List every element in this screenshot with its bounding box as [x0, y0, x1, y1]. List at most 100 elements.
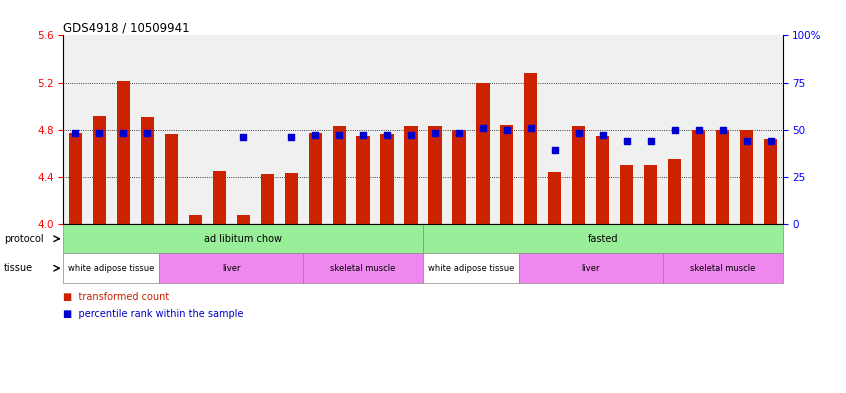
Bar [525, 73, 537, 224]
Bar [662, 35, 687, 224]
Point [692, 127, 706, 133]
Bar [87, 35, 112, 224]
Point [500, 127, 514, 133]
Bar [543, 35, 567, 224]
Text: tissue: tissue [4, 263, 33, 273]
Text: protocol: protocol [4, 234, 44, 244]
Bar [189, 215, 202, 224]
Bar [303, 35, 327, 224]
Bar [423, 224, 783, 253]
Bar [63, 224, 423, 253]
Bar [69, 133, 82, 224]
Point [716, 127, 729, 133]
Bar [662, 253, 783, 283]
Bar [687, 35, 711, 224]
Bar [184, 35, 207, 224]
Point [356, 132, 370, 138]
Point [380, 132, 393, 138]
Text: skeletal muscle: skeletal muscle [331, 264, 396, 273]
Bar [159, 35, 184, 224]
Bar [255, 35, 279, 224]
Bar [428, 126, 442, 224]
Bar [447, 35, 471, 224]
Bar [261, 174, 274, 224]
Point [308, 132, 321, 138]
Bar [207, 35, 231, 224]
Text: white adipose tissue: white adipose tissue [69, 264, 155, 273]
Point [620, 138, 634, 144]
Point [140, 130, 154, 137]
Bar [734, 35, 759, 224]
Bar [135, 35, 159, 224]
Bar [309, 133, 321, 224]
Bar [572, 126, 585, 224]
Bar [399, 35, 423, 224]
Bar [519, 253, 662, 283]
Point [572, 130, 585, 137]
Bar [453, 130, 465, 224]
Bar [140, 117, 154, 224]
Point [284, 134, 298, 140]
Bar [63, 35, 87, 224]
Text: skeletal muscle: skeletal muscle [690, 264, 755, 273]
Text: ad libitum chow: ad libitum chow [204, 234, 283, 244]
Bar [237, 215, 250, 224]
Point [524, 125, 537, 131]
Text: ■  percentile rank within the sample: ■ percentile rank within the sample [63, 309, 244, 320]
Bar [668, 159, 681, 224]
Bar [596, 136, 609, 224]
Bar [620, 165, 634, 224]
Bar [519, 35, 543, 224]
Point [596, 132, 609, 138]
Bar [495, 35, 519, 224]
Bar [279, 35, 303, 224]
Point [332, 132, 346, 138]
Bar [159, 253, 303, 283]
Bar [303, 253, 423, 283]
Bar [356, 136, 370, 224]
Bar [112, 35, 135, 224]
Bar [692, 130, 706, 224]
Bar [644, 165, 657, 224]
Bar [716, 130, 729, 224]
Text: fasted: fasted [587, 234, 618, 244]
Bar [117, 81, 130, 224]
Point [236, 134, 250, 140]
Bar [764, 139, 777, 224]
Text: GDS4918 / 10509941: GDS4918 / 10509941 [63, 21, 190, 34]
Text: white adipose tissue: white adipose tissue [428, 264, 514, 273]
Bar [231, 35, 255, 224]
Point [739, 138, 753, 144]
Point [476, 125, 490, 131]
Bar [759, 35, 783, 224]
Text: ■  transformed count: ■ transformed count [63, 292, 170, 302]
Bar [332, 126, 346, 224]
Point [667, 127, 681, 133]
Bar [63, 253, 159, 283]
Bar [471, 35, 495, 224]
Bar [591, 35, 615, 224]
Bar [639, 35, 662, 224]
Bar [404, 126, 418, 224]
Point [644, 138, 657, 144]
Point [548, 147, 562, 154]
Point [117, 130, 130, 137]
Bar [740, 130, 753, 224]
Bar [476, 83, 490, 224]
Bar [567, 35, 591, 224]
Bar [500, 125, 514, 224]
Bar [423, 35, 447, 224]
Point [764, 138, 777, 144]
Bar [351, 35, 375, 224]
Bar [327, 35, 351, 224]
Point [69, 130, 82, 137]
Point [92, 130, 106, 137]
Bar [423, 253, 519, 283]
Bar [93, 116, 106, 224]
Bar [711, 35, 734, 224]
Bar [548, 172, 562, 224]
Text: liver: liver [581, 264, 600, 273]
Bar [615, 35, 639, 224]
Bar [375, 35, 399, 224]
Point [428, 130, 442, 137]
